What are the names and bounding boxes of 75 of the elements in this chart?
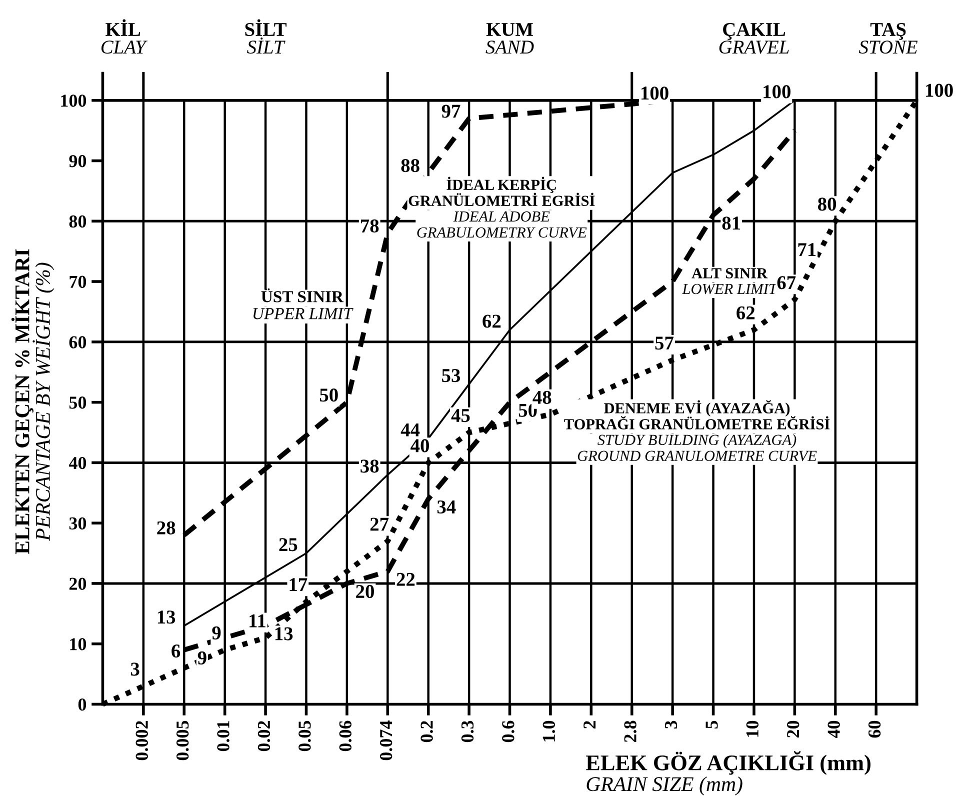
data-label: 6: [172, 644, 180, 658]
data-label: 78: [360, 219, 379, 233]
data-label: 81: [722, 216, 740, 230]
x-tick-label: 3: [664, 720, 678, 729]
y-tick-label: 60: [69, 336, 86, 348]
data-label: 17: [290, 578, 308, 591]
x-tick-label: 0.6: [502, 720, 514, 742]
data-label: 9: [212, 626, 221, 640]
x-tick-label: 5: [706, 720, 718, 729]
data-label: 97: [442, 104, 460, 118]
series-label: ÜST SINIR UPPER LIMIT: [253, 288, 354, 320]
y-tick-label: 20: [69, 578, 86, 590]
y-tick-label: 40: [68, 456, 86, 470]
data-label: 34: [437, 500, 456, 514]
x-tick-label: 0.05: [298, 720, 311, 752]
series-label: ALT SINIR LOWER LIMIT: [682, 268, 778, 294]
data-label: 28: [157, 521, 176, 534]
x-tick-label: 20: [787, 720, 800, 738]
text: KUM SAND: [486, 23, 534, 54]
x-tick-label: 0.3: [461, 720, 474, 742]
data-label: 48: [532, 390, 552, 404]
data-label: 20: [356, 584, 374, 598]
x-tick-label: 60: [868, 720, 881, 738]
data-label: 25: [279, 538, 298, 552]
data-label: 80: [818, 198, 836, 211]
data-label: 100: [641, 86, 668, 100]
annotation: 71: [798, 243, 816, 256]
series-label: DENEME EVİ (AYAZAĞA) TOPRAĞI GRANÜLOMETRE EĞRİSİ STUDY BUILDING (AYAZAGA) GROUND GRANULOMETRE CURVE: [564, 400, 830, 462]
y-tick-label: 50: [69, 396, 86, 409]
y-axis-title: ELEKTEN GEÇEN % MİKTARI PERCANTAGE BY WEİGHT (%): [11, 249, 54, 554]
data-label: 45: [451, 409, 470, 422]
y-tick-label: 0: [78, 698, 86, 711]
x-tick-label: 2.8: [624, 720, 636, 742]
x-tick-label: 0.002: [136, 720, 148, 760]
data-label: 27: [370, 518, 389, 531]
data-label: 13: [275, 627, 293, 640]
x-tick-label: 0.06: [339, 720, 352, 752]
y-tick-label: 100: [61, 94, 86, 107]
data-label: 100: [764, 85, 790, 98]
x-tick-label: 0.005: [176, 720, 189, 760]
x-tick-label: 10: [746, 720, 759, 737]
data-label: 53: [442, 369, 460, 382]
data-label: 57: [655, 336, 674, 350]
x-tick-label: 0.2: [420, 720, 433, 742]
x-tick-label: 1.0: [542, 720, 556, 742]
data-label: 22: [396, 572, 415, 586]
x-tick-label: 0.074: [380, 720, 392, 760]
data-label: 40: [410, 439, 429, 452]
data-label: 38: [360, 460, 379, 473]
text: SİLT SİLT: [245, 19, 287, 54]
data-label: 62: [736, 306, 755, 320]
data-label: 67: [777, 276, 796, 290]
data-label: 13: [158, 610, 176, 624]
series-label: İDEAL KERPİÇ GRANÜLOMETRİ EGRİSİ IDEAL ADOBE GRABULOMETRY CURVE: [408, 176, 595, 238]
x-tick-label: 0.01: [217, 721, 230, 752]
data-label: 9: [198, 651, 206, 664]
data-label: 50: [320, 388, 338, 402]
y-tick-label: 30: [69, 517, 86, 530]
data-label: 88: [401, 159, 420, 172]
x-tick-label: 2: [584, 720, 596, 728]
text: ÇAKIL GRAVEL: [719, 22, 789, 54]
data-label: 62: [482, 314, 501, 328]
y-tick-label: 80: [69, 215, 86, 228]
y-tick-label: 10: [70, 638, 86, 650]
x-tick-label: 40: [828, 720, 840, 738]
y-tick-label: 90: [69, 155, 86, 168]
text: TAŞ STONE: [858, 22, 918, 54]
data-label: 3: [130, 662, 140, 676]
x-axis-title: ELEK GÖZ AÇIKLIĞI (mm) GRAIN SIZE (mm): [586, 750, 870, 796]
text: KİL CLAY: [101, 19, 148, 54]
data-label: 44: [400, 423, 420, 436]
data-label: 11: [250, 614, 266, 628]
data-label: 100: [926, 84, 953, 97]
y-tick-label: 70: [70, 276, 86, 288]
x-tick-label: 0.02: [258, 720, 270, 752]
